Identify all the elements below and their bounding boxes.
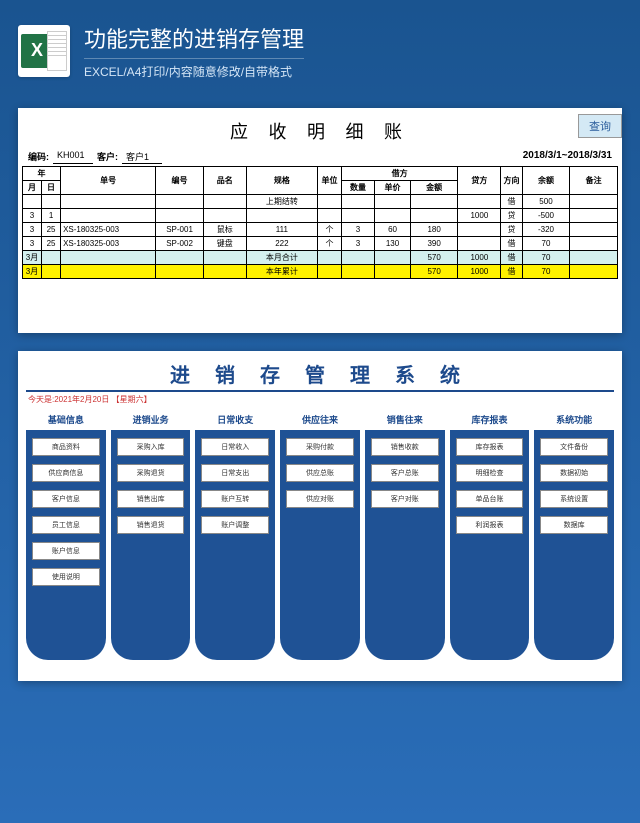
menu-item[interactable]: 客户信息 xyxy=(32,490,100,508)
code-value: KH001 xyxy=(53,150,93,164)
query-button[interactable]: 查询 xyxy=(578,114,622,138)
menu-item[interactable]: 客户总账 xyxy=(371,464,439,482)
table-row: 上期结转 借500 xyxy=(23,195,618,209)
system-date: 今天是:2021年2月20日 【星期六】 xyxy=(18,392,622,407)
menu-item[interactable]: 供应总账 xyxy=(286,464,354,482)
menu-item[interactable]: 库存报表 xyxy=(456,438,524,456)
menu-item[interactable]: 采购付款 xyxy=(286,438,354,456)
menu-item[interactable]: 日常支出 xyxy=(201,464,269,482)
ledger-title: 应 收 明 细 账 xyxy=(22,118,618,144)
menu-column: 库存报表 库存报表明细检查单品台账利润报表 xyxy=(450,411,530,660)
menu-item[interactable]: 数据库 xyxy=(540,516,608,534)
menu-row: 基础信息 商品资料供应商信息客户信息员工信息账户信息使用说明 进销业务 采购入库… xyxy=(18,407,622,660)
menu-header: 基础信息 xyxy=(26,411,106,430)
date-range: 2018/3/1~2018/3/31 xyxy=(523,150,612,164)
ledger-panel: 应 收 明 细 账 查询 编码: KH001 客户: 客户1 2018/3/1~… xyxy=(18,108,622,333)
menu-item[interactable]: 采购入库 xyxy=(117,438,185,456)
menu-item[interactable]: 利润报表 xyxy=(456,516,524,534)
menu-item[interactable]: 销售退货 xyxy=(117,516,185,534)
system-title: 进 销 存 管 理 系 统 xyxy=(18,351,622,390)
menu-item[interactable]: 文件备份 xyxy=(540,438,608,456)
menu-item[interactable]: 数据初始 xyxy=(540,464,608,482)
menu-header: 销售往来 xyxy=(365,411,445,430)
menu-header: 库存报表 xyxy=(450,411,530,430)
menu-item[interactable]: 使用说明 xyxy=(32,568,100,586)
menu-item[interactable]: 明细检查 xyxy=(456,464,524,482)
menu-column: 系统功能 文件备份数据初始系统设置数据库 xyxy=(534,411,614,660)
excel-icon xyxy=(18,25,70,77)
menu-header: 系统功能 xyxy=(534,411,614,430)
table-row: 3月 本月合计 570 1000借70 xyxy=(23,251,618,265)
page-header: 功能完整的进销存管理 EXCEL/A4打印/内容随意修改/自带格式 xyxy=(0,0,640,90)
menu-header: 进销业务 xyxy=(111,411,191,430)
menu-column: 基础信息 商品资料供应商信息客户信息员工信息账户信息使用说明 xyxy=(26,411,106,660)
menu-column: 日常收支 日常收入日常支出账户互转账户调整 xyxy=(195,411,275,660)
menu-item[interactable]: 日常收入 xyxy=(201,438,269,456)
menu-column: 销售往来 销售收款客户总账客户对账 xyxy=(365,411,445,660)
page-subtitle: EXCEL/A4打印/内容随意修改/自带格式 xyxy=(84,58,304,80)
menu-item[interactable]: 销售收款 xyxy=(371,438,439,456)
menu-item[interactable]: 供应商信息 xyxy=(32,464,100,482)
customer-label: 客户: xyxy=(97,150,118,164)
menu-item[interactable]: 供应对账 xyxy=(286,490,354,508)
ledger-table: 年 单号 编号 品名 规格 单位 借方 贷方 方向 余额 备注 月日 数量单价金… xyxy=(22,166,618,279)
table-row: 3月 本年累计 570 1000借70 xyxy=(23,265,618,279)
menu-column: 进销业务 采购入库采购退货销售出库销售退货 xyxy=(111,411,191,660)
customer-value: 客户1 xyxy=(122,150,162,164)
menu-item[interactable]: 商品资料 xyxy=(32,438,100,456)
menu-item[interactable]: 账户信息 xyxy=(32,542,100,560)
menu-item[interactable]: 账户调整 xyxy=(201,516,269,534)
menu-header: 日常收支 xyxy=(195,411,275,430)
table-row: 325XS-180325-003SP-001 鼠标111个 360180 贷-3… xyxy=(23,223,618,237)
menu-header: 供应往来 xyxy=(280,411,360,430)
menu-item[interactable]: 员工信息 xyxy=(32,516,100,534)
menu-item[interactable]: 采购退货 xyxy=(117,464,185,482)
table-row: 31 1000贷-500 xyxy=(23,209,618,223)
menu-item[interactable]: 客户对账 xyxy=(371,490,439,508)
menu-column: 供应往来 采购付款供应总账供应对账 xyxy=(280,411,360,660)
ledger-info: 编码: KH001 客户: 客户1 2018/3/1~2018/3/31 xyxy=(22,150,618,166)
table-row: 325XS-180325-003SP-002 键盘222个 3130390 借7… xyxy=(23,237,618,251)
menu-item[interactable]: 系统设置 xyxy=(540,490,608,508)
menu-item[interactable]: 账户互转 xyxy=(201,490,269,508)
menu-item[interactable]: 单品台账 xyxy=(456,490,524,508)
system-panel: 进 销 存 管 理 系 统 今天是:2021年2月20日 【星期六】 基础信息 … xyxy=(18,351,622,681)
code-label: 编码: xyxy=(28,150,49,164)
page-title: 功能完整的进销存管理 xyxy=(84,22,304,54)
menu-item[interactable]: 销售出库 xyxy=(117,490,185,508)
